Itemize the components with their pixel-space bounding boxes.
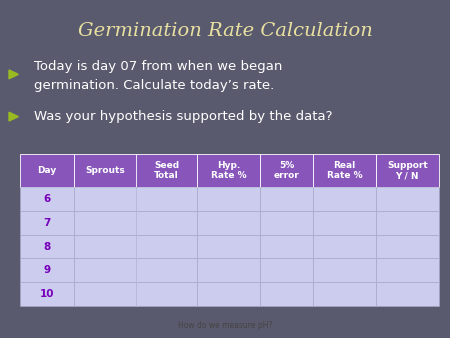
Bar (376, 282, 439, 306)
Text: How do we measure pH?: How do we measure pH? (178, 320, 272, 330)
Bar (197, 235, 260, 259)
Text: Today is day 07 from when we began: Today is day 07 from when we began (34, 61, 282, 73)
Text: Seed
Total: Seed Total (154, 161, 179, 180)
Bar (313, 187, 376, 211)
Bar (197, 211, 260, 235)
Bar (260, 235, 313, 259)
Bar (136, 211, 197, 235)
Bar (197, 154, 260, 187)
Bar (20, 154, 74, 187)
Text: Hyp.
Rate %: Hyp. Rate % (211, 161, 246, 180)
Text: germination. Calculate today’s rate.: germination. Calculate today’s rate. (34, 79, 274, 92)
Text: 5%
error: 5% error (274, 161, 299, 180)
Bar (376, 211, 439, 235)
Text: Support
Y / N: Support Y / N (387, 161, 428, 180)
Bar (260, 259, 313, 282)
Bar (136, 235, 197, 259)
Text: Real
Rate %: Real Rate % (327, 161, 362, 180)
Bar (74, 154, 136, 187)
Polygon shape (9, 70, 18, 79)
Bar (74, 282, 136, 306)
Bar (136, 187, 197, 211)
Bar (313, 154, 376, 187)
Text: Day: Day (37, 166, 57, 175)
Bar (376, 154, 439, 187)
Bar (20, 235, 74, 259)
Bar (313, 282, 376, 306)
Bar (20, 211, 74, 235)
Bar (20, 187, 74, 211)
Bar (376, 259, 439, 282)
Bar (260, 282, 313, 306)
Bar (313, 259, 376, 282)
Bar (260, 154, 313, 187)
Bar (74, 211, 136, 235)
Text: Germination Rate Calculation: Germination Rate Calculation (77, 22, 373, 40)
Bar (20, 282, 74, 306)
Bar (376, 187, 439, 211)
Text: 9: 9 (43, 265, 50, 275)
Text: Sprouts: Sprouts (85, 166, 125, 175)
Bar (260, 211, 313, 235)
Bar (260, 187, 313, 211)
Bar (74, 187, 136, 211)
Bar (20, 259, 74, 282)
Bar (313, 235, 376, 259)
Bar (197, 282, 260, 306)
Bar (74, 235, 136, 259)
Text: 7: 7 (43, 218, 51, 228)
Bar (136, 282, 197, 306)
Text: 10: 10 (40, 289, 54, 299)
Bar (136, 259, 197, 282)
Text: 6: 6 (43, 194, 50, 204)
Bar (197, 259, 260, 282)
Polygon shape (9, 112, 18, 121)
Text: Was your hypothesis supported by the data?: Was your hypothesis supported by the dat… (34, 110, 332, 123)
Bar (313, 211, 376, 235)
Bar (74, 259, 136, 282)
Bar (136, 154, 197, 187)
Bar (197, 187, 260, 211)
Text: 8: 8 (43, 242, 50, 251)
Bar (376, 235, 439, 259)
